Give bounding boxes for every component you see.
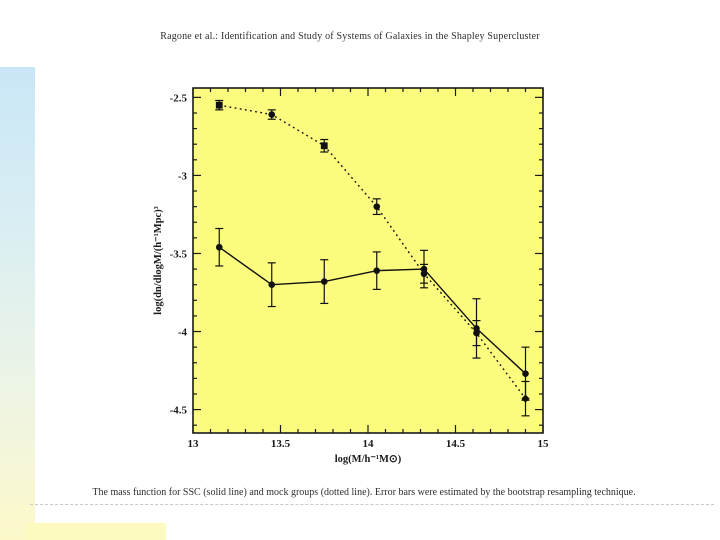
data-point — [522, 370, 529, 377]
data-point — [215, 101, 223, 109]
bottom-accent-strip — [25, 523, 166, 540]
plot-frame — [192, 87, 544, 434]
data-point — [320, 278, 328, 285]
y-axis-label: log(dn/dlogM/(h⁻¹Mpc)³ — [153, 206, 164, 315]
data-point — [473, 329, 480, 337]
x-tick-label: 13.5 — [271, 438, 291, 450]
axis-ticks — [192, 88, 544, 433]
y-tick-label: -2.5 — [170, 92, 188, 104]
data-point — [420, 270, 428, 278]
y-tick-label: -3.5 — [170, 248, 188, 260]
y-tick-label: -4.5 — [170, 405, 188, 417]
data-point — [215, 243, 223, 251]
bottom-dashed-rule — [30, 504, 714, 505]
data-point — [373, 203, 381, 210]
x-tick-label: 15 — [538, 438, 550, 450]
x-tick-label: 14 — [363, 438, 375, 450]
ssc-series — [215, 227, 530, 401]
mass-function-chart: 13 13.5 14 14.5 15 -2.5 -3 -3.5 -4 -4.5 log(M/h⁻¹M… — [153, 87, 550, 465]
data-point — [268, 111, 276, 118]
data-point — [320, 142, 328, 150]
figure-caption: The mass function for SSC (solid line) a… — [92, 487, 636, 498]
y-tick-label: -4 — [178, 327, 188, 339]
x-axis-label: log(M/h⁻¹M⊙) — [335, 454, 402, 465]
x-tick-label: 14.5 — [446, 438, 466, 450]
left-accent-bar — [0, 67, 35, 540]
paper-header: Ragone et al.: Identification and Study … — [160, 31, 540, 42]
data-point — [268, 281, 276, 288]
mock-groups-series — [215, 99, 530, 417]
data-point — [373, 267, 381, 274]
x-tick-label: 13 — [188, 438, 200, 450]
y-tick-label: -3 — [178, 170, 188, 182]
